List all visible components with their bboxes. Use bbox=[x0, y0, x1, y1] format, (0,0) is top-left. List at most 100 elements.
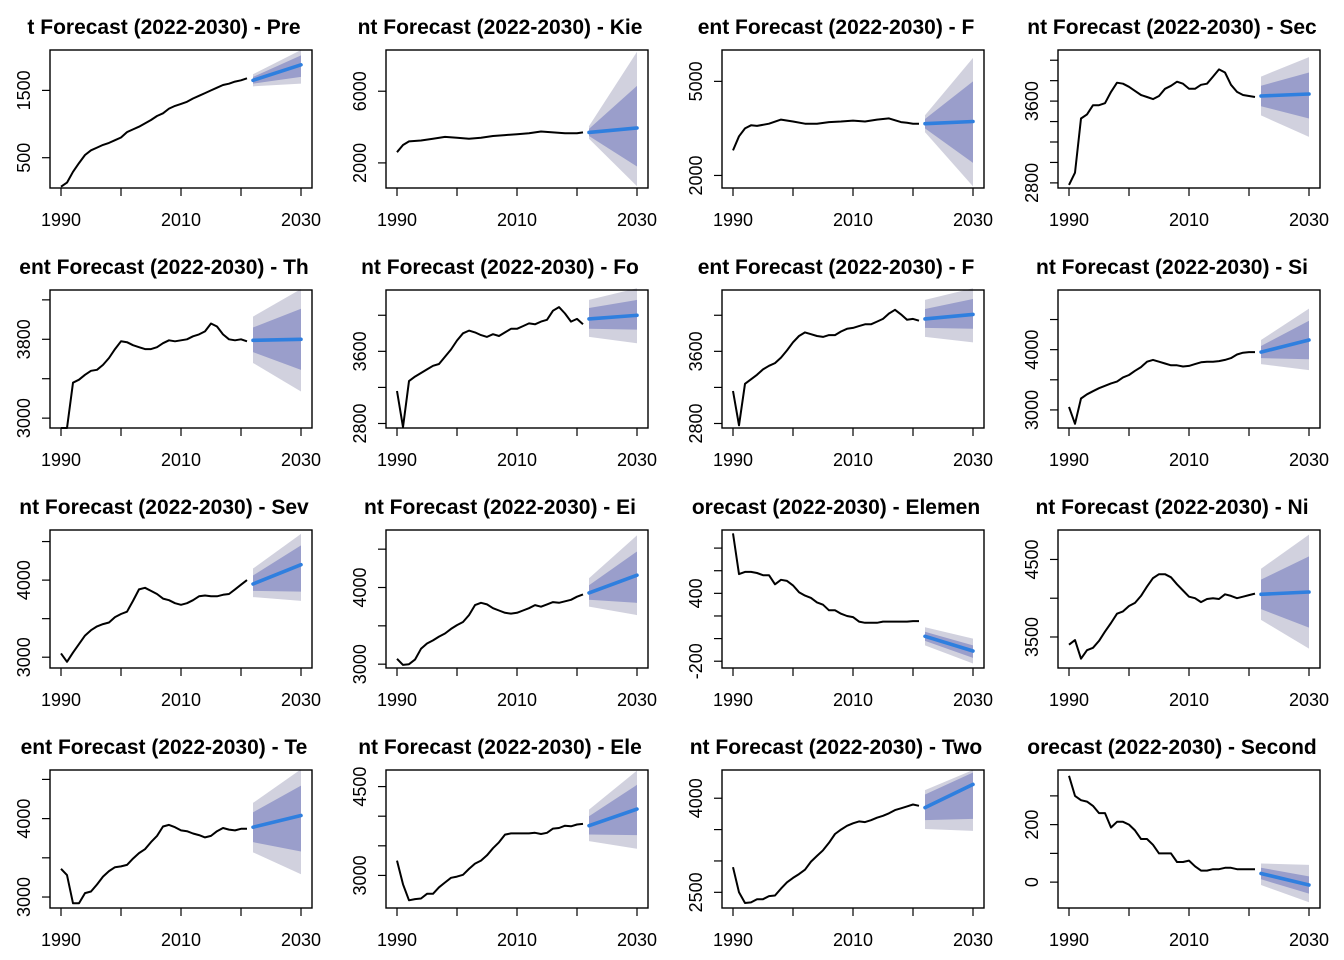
x-tick-label: 2010 bbox=[833, 450, 873, 470]
forecast-line bbox=[923, 312, 975, 321]
forecast-band-80 bbox=[589, 85, 637, 167]
x-tick-label: 1990 bbox=[41, 930, 81, 950]
x-tick-label: 2010 bbox=[497, 690, 537, 710]
history-line bbox=[396, 130, 584, 153]
panel-title: nt Forecast (2022-2030) - Fo bbox=[361, 256, 639, 279]
panel-8: nt Forecast (2022-2030) - Si 1990 2010 2030… bbox=[1022, 256, 1329, 470]
y-tick-label: -200 bbox=[686, 643, 706, 679]
panel-title: nt Forecast (2022-2030) - Si bbox=[1036, 256, 1308, 279]
history-line bbox=[61, 322, 248, 429]
panel-3: ent Forecast (2022-2030) - F 1990 2010 2030… bbox=[686, 16, 993, 230]
x-tick-label: 2010 bbox=[1169, 930, 1209, 950]
history-line bbox=[396, 306, 584, 429]
x-tick-label: 1990 bbox=[1049, 450, 1089, 470]
forecast-line bbox=[1259, 338, 1311, 354]
x-tick-label: 1990 bbox=[1049, 210, 1089, 230]
y-tick-label: 1500 bbox=[14, 70, 34, 110]
x-tick-label: 2010 bbox=[161, 210, 201, 230]
panel-4: nt Forecast (2022-2030) - Sec 1990 2010 203… bbox=[1022, 16, 1329, 230]
x-tick-label: 1990 bbox=[377, 930, 417, 950]
x-tick-label: 2010 bbox=[833, 210, 873, 230]
y-tick-label: 3000 bbox=[14, 398, 34, 438]
forecast-line bbox=[1259, 871, 1311, 887]
history-line bbox=[1068, 573, 1256, 660]
forecast-line bbox=[923, 634, 975, 653]
panel-10: nt Forecast (2022-2030) - Ei 1990 2010 2030… bbox=[350, 496, 657, 710]
x-tick-label: 2030 bbox=[281, 450, 321, 470]
y-tick-label: 3500 bbox=[1022, 617, 1042, 657]
y-tick-label: 2000 bbox=[350, 143, 370, 183]
y-tick-label: 4000 bbox=[350, 567, 370, 607]
y-tick-label: 3000 bbox=[350, 855, 370, 895]
panel-16: orecast (2022-2030) - Second 1990 2010 2030… bbox=[1022, 736, 1329, 950]
history-line bbox=[60, 823, 247, 905]
panel-title: t Forecast (2022-2030) - Pre bbox=[27, 16, 300, 39]
history-line bbox=[732, 117, 919, 151]
x-tick-label: 2030 bbox=[281, 690, 321, 710]
y-tick-label: 4000 bbox=[686, 778, 706, 818]
panel-12: nt Forecast (2022-2030) - Ni 1990 2010 2030… bbox=[1022, 496, 1329, 710]
panel-11: orecast (2022-2030) - Elemen 1990 2010 2030… bbox=[686, 496, 993, 710]
forecast-line bbox=[251, 562, 303, 586]
panel-5: ent Forecast (2022-2030) - Th 1990 2010 203… bbox=[14, 256, 321, 470]
history-line bbox=[60, 579, 248, 663]
y-tick-label: 3800 bbox=[14, 319, 34, 359]
x-tick-label: 2010 bbox=[497, 450, 537, 470]
history-line bbox=[396, 822, 584, 902]
forecast-line bbox=[587, 807, 639, 828]
y-tick-label: 6000 bbox=[350, 71, 370, 111]
y-tick-label: 400 bbox=[686, 578, 706, 608]
x-tick-label: 1990 bbox=[713, 450, 753, 470]
y-tick-label: 0 bbox=[1022, 877, 1042, 887]
x-tick-label: 1990 bbox=[713, 690, 753, 710]
x-tick-label: 1990 bbox=[41, 450, 81, 470]
x-tick-label: 2010 bbox=[497, 930, 537, 950]
x-tick-label: 2030 bbox=[953, 690, 993, 710]
x-tick-label: 2010 bbox=[833, 690, 873, 710]
history-line bbox=[1068, 775, 1255, 872]
y-tick-label: 4000 bbox=[14, 560, 34, 600]
panel-title: nt Forecast (2022-2030) - Kie bbox=[358, 16, 643, 39]
history-line bbox=[732, 803, 920, 904]
x-tick-label: 2030 bbox=[953, 930, 993, 950]
x-tick-label: 1990 bbox=[1049, 690, 1089, 710]
panel-9: nt Forecast (2022-2030) - Sev 1990 2010 203… bbox=[14, 496, 321, 710]
y-tick-label: 4000 bbox=[14, 799, 34, 839]
x-tick-label: 1990 bbox=[713, 210, 753, 230]
y-tick-label: 3600 bbox=[686, 331, 706, 371]
x-tick-label: 2030 bbox=[1289, 210, 1329, 230]
panel-title: nt Forecast (2022-2030) - Ei bbox=[364, 496, 636, 519]
x-tick-label: 2010 bbox=[497, 210, 537, 230]
x-tick-label: 2030 bbox=[281, 210, 321, 230]
y-tick-label: 4000 bbox=[1022, 330, 1042, 370]
y-tick-label: 2800 bbox=[1022, 163, 1042, 203]
x-tick-label: 2010 bbox=[1169, 210, 1209, 230]
x-tick-label: 1990 bbox=[41, 690, 81, 710]
y-tick-label: 3000 bbox=[14, 877, 34, 917]
panel-title: nt Forecast (2022-2030) - Sev bbox=[19, 496, 309, 519]
x-tick-label: 1990 bbox=[41, 210, 81, 230]
y-tick-label: 3600 bbox=[350, 331, 370, 371]
x-tick-label: 1990 bbox=[377, 450, 417, 470]
forecast-line bbox=[587, 573, 639, 595]
x-tick-label: 2030 bbox=[953, 210, 993, 230]
y-tick-label: 2000 bbox=[686, 155, 706, 195]
x-tick-label: 2010 bbox=[161, 450, 201, 470]
panel-1: t Forecast (2022-2030) - Pre 1990 2010 2030… bbox=[14, 16, 321, 230]
history-line bbox=[732, 308, 920, 427]
forecast-band-80 bbox=[925, 299, 973, 329]
panel-title: ent Forecast (2022-2030) - F bbox=[698, 256, 975, 279]
forecast-line bbox=[587, 126, 639, 135]
y-tick-label: 5000 bbox=[686, 61, 706, 101]
forecast-line bbox=[923, 119, 975, 126]
forecast-band-80 bbox=[253, 785, 301, 852]
history-line bbox=[1068, 351, 1255, 425]
x-tick-label: 2010 bbox=[833, 930, 873, 950]
x-tick-label: 1990 bbox=[713, 930, 753, 950]
y-tick-label: 200 bbox=[1022, 810, 1042, 840]
panel-14: nt Forecast (2022-2030) - Ele 1990 2010 203… bbox=[350, 736, 657, 950]
panel-2: nt Forecast (2022-2030) - Kie 1990 2010 203… bbox=[350, 16, 657, 230]
x-tick-label: 2010 bbox=[161, 930, 201, 950]
forecast-line bbox=[923, 782, 975, 810]
